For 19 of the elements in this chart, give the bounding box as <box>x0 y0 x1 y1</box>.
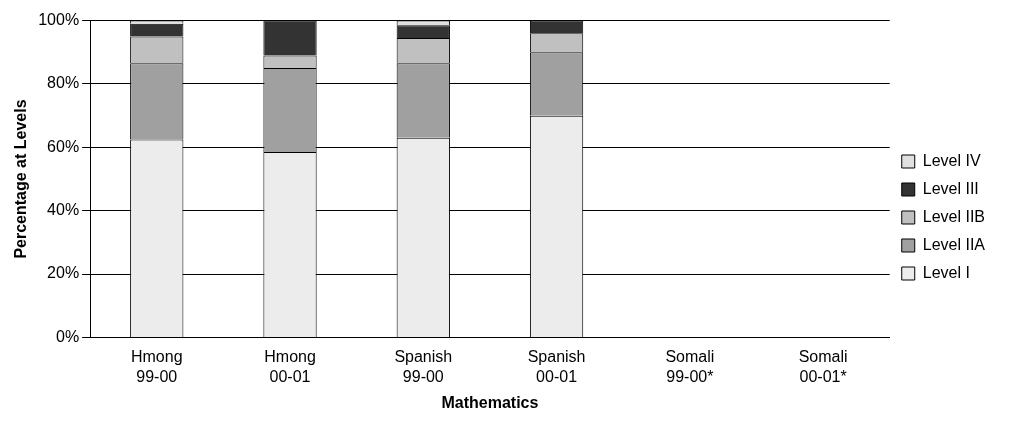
x-tick-label: Hmong 00-01 <box>264 348 316 385</box>
legend-label: Level IIA <box>922 235 986 253</box>
x-axis-title: Mathematics <box>441 393 539 411</box>
y-tick-label: 20% <box>47 264 80 282</box>
legend-label: Level IV <box>922 151 981 169</box>
x-tick-label: Hmong 99-00 <box>130 348 183 385</box>
x-tick-label: Somali 00-01* <box>798 348 848 385</box>
y-axis-title: Percentage at Levels <box>12 99 30 259</box>
y-tick-label: 40% <box>47 201 80 219</box>
y-tick-label: 80% <box>47 74 80 92</box>
x-tick-label: Somali 99-00* <box>665 348 715 385</box>
y-tick-label: 100% <box>38 11 80 29</box>
x-tick-label: Spanish 99-00 <box>394 348 453 385</box>
y-tick-label: 0% <box>56 327 80 345</box>
x-tick-label: Spanish 00-01 <box>527 348 586 385</box>
y-tick-label: 60% <box>47 137 80 155</box>
legend-label: Level III <box>922 179 979 197</box>
legend-label: Level IIB <box>922 207 986 225</box>
legend-label: Level I <box>922 263 970 281</box>
